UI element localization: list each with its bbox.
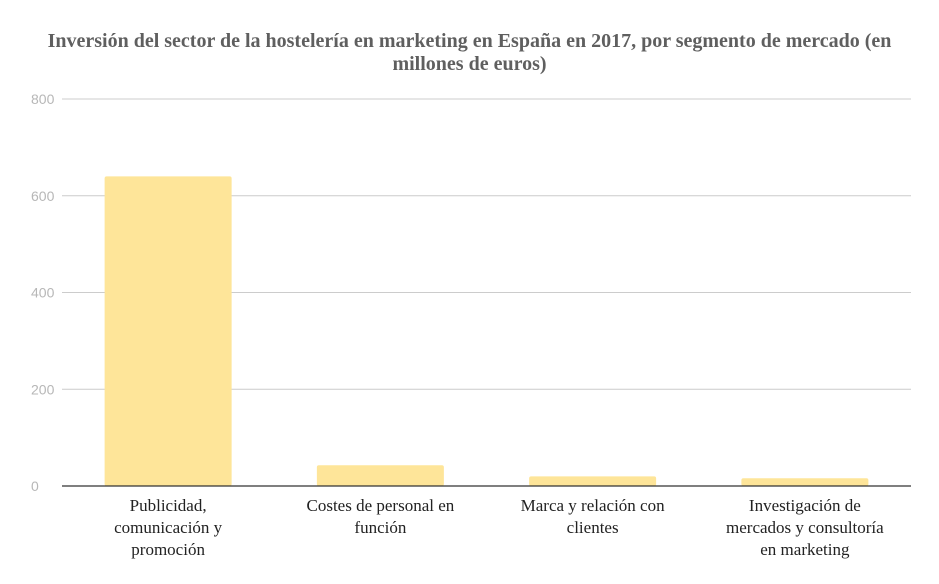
x-category-label-1: Publicidad, comunicación y promoción <box>114 496 223 559</box>
x-category-label-3-line-2: clientes <box>567 518 619 537</box>
bar-3 <box>529 476 657 486</box>
x-category-label-3: Marca y relación con clientes <box>521 496 665 537</box>
x-category-label-1-line-2: comunicación y <box>114 518 223 537</box>
x-category-label-4: Investigación de mercados y consultoría en… <box>726 496 884 559</box>
x-category-label-2-line-1: Costes de personal en <box>306 496 454 515</box>
bar-1 <box>104 176 232 486</box>
x-category-label-4-line-1: Investigación de <box>749 496 861 515</box>
bar-2 <box>316 465 444 486</box>
y-tick-label-200: 200 <box>31 381 55 397</box>
x-category-label-1-line-1: Publicidad, <box>130 496 207 515</box>
y-tick-label-0: 0 <box>31 478 39 494</box>
x-category-label-2: Costes de personal en función <box>306 496 454 537</box>
bar-4 <box>741 478 869 486</box>
chart-title: Inversión del sector de la hostelería en… <box>47 30 892 75</box>
y-tick-label-600: 600 <box>31 188 55 204</box>
y-tick-label-800: 800 <box>31 91 55 107</box>
x-category-label-4-line-3: en marketing <box>760 540 850 559</box>
x-category-label-2-line-2: función <box>354 518 406 537</box>
x-category-label-4-line-2: mercados y consultoría <box>726 518 884 537</box>
x-category-label-1-line-3: promoción <box>131 540 205 559</box>
y-tick-label-400: 400 <box>31 285 55 301</box>
x-category-label-3-line-1: Marca y relación con <box>521 496 665 515</box>
